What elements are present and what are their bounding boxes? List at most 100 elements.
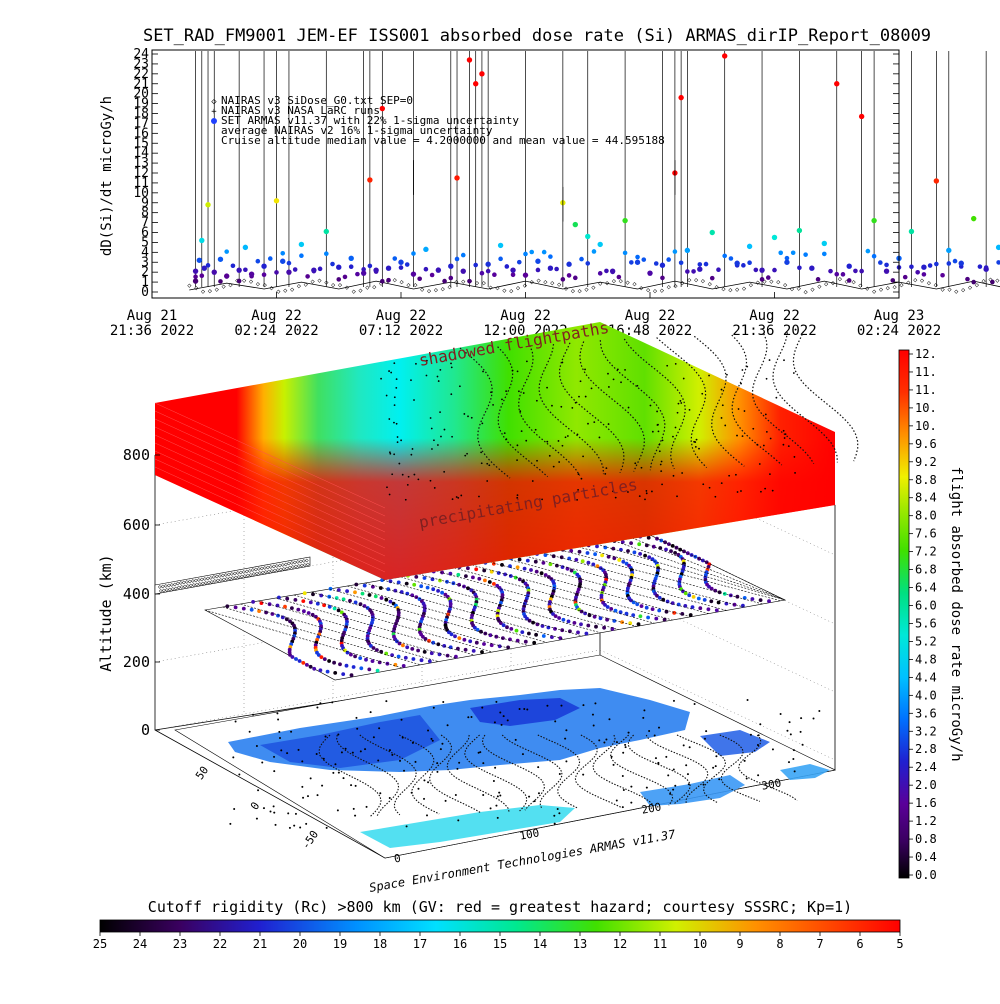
armas-low-dot: [460, 252, 466, 258]
nairas-marker: ◇: [557, 281, 562, 289]
dose-colorbar-tick-label: 0.8: [915, 832, 937, 846]
armas-data-point: [678, 94, 684, 101]
orbit-track-point: [333, 671, 338, 675]
slab-track-dot: [425, 359, 428, 362]
top-y-tick-label: 7: [141, 216, 149, 231]
nairas-marker: ◇: [290, 286, 295, 294]
armas-low-dot: [853, 268, 858, 274]
slab-layer-line: [154, 410, 386, 517]
armas-low-dot: [790, 250, 796, 256]
orbit-track-point: [697, 556, 701, 561]
orbit-track-point: [327, 659, 331, 663]
orbit-track-point: [241, 606, 246, 611]
orbit-track-point: [448, 571, 453, 576]
orbit-track-point: [606, 554, 611, 559]
rigidity-colorbar-tick-label: 5: [896, 937, 903, 951]
shadow-ribbon-marker: ◇: [215, 573, 219, 580]
ground-track-dot: [405, 825, 408, 828]
legend-entry: Cruise altitude median value = 4.2000000…: [221, 134, 665, 147]
slab-track-dot: [584, 395, 587, 398]
orbit-track-point: [553, 627, 557, 631]
shadow-ribbon-marker: ◇: [231, 575, 235, 582]
chart-title: SET_RAD_FM9001 JEM-EF ISS001 absorbed do…: [143, 26, 931, 46]
dose-colorbar-tick-label: 5.2: [915, 634, 937, 648]
shadow-ribbon-marker: ◇: [162, 587, 166, 594]
dose-colorbar-tick-label: 8.4: [915, 491, 937, 505]
ground-track-dot: [426, 814, 429, 817]
slab-track-dot: [782, 443, 785, 446]
shadow-ribbon-marker: ◇: [200, 576, 204, 583]
orbit-track-point: [339, 610, 344, 615]
slab-track-dot: [436, 375, 439, 378]
armas-data-point: [311, 267, 317, 273]
nairas-marker: ◇: [502, 287, 507, 295]
orbit-track-point: [503, 572, 507, 577]
nairas-marker: ◇: [338, 281, 343, 289]
slab-track-dot: [396, 436, 399, 438]
armas-low-dot: [871, 253, 877, 259]
orbit-track-point: [453, 634, 457, 639]
slab-track-dot: [480, 462, 483, 465]
orbit-track-point: [482, 642, 486, 646]
armas-data-point: [379, 105, 386, 112]
orbit-track-point: [489, 569, 494, 574]
orbit-track-point: [758, 598, 763, 602]
nairas-marker: ◇: [454, 278, 459, 286]
shadow-ribbon-marker: ◇: [248, 567, 252, 574]
armas-low-dot: [516, 259, 522, 265]
orbit-track-point: [527, 631, 531, 636]
orbit-track-point: [233, 605, 238, 610]
ground-track-dot: [287, 812, 290, 815]
top-x-tick-label-date: Aug 22: [376, 308, 427, 324]
orbit-track-point: [655, 593, 659, 598]
slab-track-dot: [768, 359, 771, 361]
slab-shadow-track: [693, 335, 745, 467]
shadow-ribbon-marker: ◇: [236, 569, 240, 576]
top-y-tick-label: 12: [133, 166, 149, 181]
orbit-track-point: [336, 588, 341, 592]
slab-shadow-track: [751, 333, 815, 465]
slab-track-dot: [661, 439, 664, 442]
slab-track-dot: [480, 451, 483, 454]
orbit-hatch-line: [258, 600, 457, 659]
orbit-track-point: [508, 564, 512, 568]
ground-track-dot: [533, 800, 536, 803]
top-y-tick-label: 24: [133, 47, 149, 62]
top-y-axis-label: dD(Si)/dt microGy/h: [99, 96, 115, 256]
slab-track-dot: [590, 387, 593, 390]
orbit-track-point: [500, 563, 504, 567]
orbit-track-point: [477, 576, 482, 581]
orbit-track-point: [532, 640, 537, 645]
shadow-ribbon-marker: ◇: [216, 577, 220, 584]
ground-track-dot: [423, 797, 426, 800]
nairas-marker: ◇: [543, 278, 548, 286]
slab-track-dot: [624, 368, 626, 371]
armas-low-dot: [753, 267, 759, 273]
orbit-track-point: [629, 598, 633, 603]
rigidity-colorbar-tick-label: 25: [93, 937, 107, 951]
armas-low-dot: [386, 277, 391, 283]
orbit-track-point: [714, 608, 719, 613]
ground-track-dot: [630, 801, 633, 804]
orbit-track-point: [586, 560, 591, 565]
orbit-track-point: [605, 605, 610, 609]
slab-track-dot: [439, 368, 442, 371]
orbit-track-point: [669, 549, 673, 553]
slab-track-dot: [720, 482, 723, 485]
ground-track-dot: [757, 734, 760, 737]
ground-track-dot: [332, 771, 335, 774]
orbit-track-point: [676, 552, 681, 557]
orbit-track-point: [419, 658, 424, 663]
orbit-track-point: [341, 597, 346, 602]
orbit-track-point: [741, 603, 745, 608]
nairas-marker: ◇: [352, 287, 357, 295]
armas-low-dot: [616, 274, 622, 280]
orbit-track-point: [667, 542, 671, 546]
ground-track-dot: [553, 814, 556, 817]
top-y-tick-label: 9: [141, 196, 149, 211]
armas-low-dot: [548, 254, 553, 259]
slab-track-dot: [674, 426, 677, 429]
slab-track-dot: [640, 466, 643, 469]
orbit-track-point: [416, 648, 420, 653]
slab-layer-line: [154, 450, 386, 557]
